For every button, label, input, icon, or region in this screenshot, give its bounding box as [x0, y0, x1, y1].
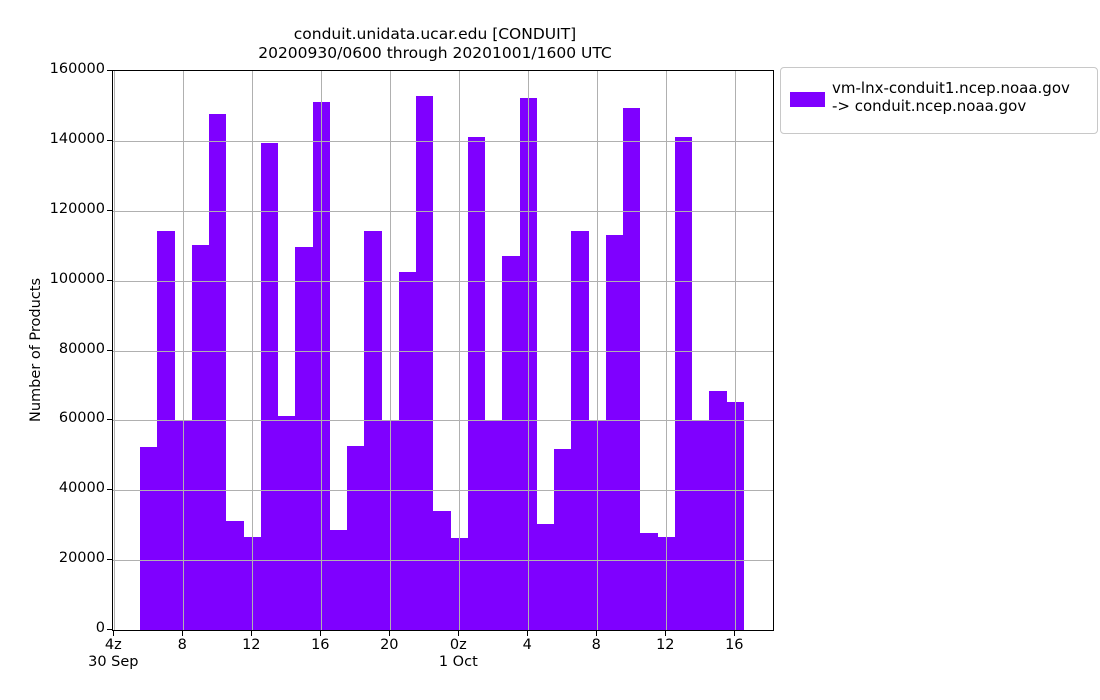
x-tick-label: 12: [656, 637, 675, 653]
y-tick-label: 140000: [49, 130, 105, 147]
bar: [347, 445, 364, 630]
y-tick-label: 60000: [58, 410, 105, 427]
v-gridline: [666, 71, 668, 630]
x-tick-mark: [665, 631, 667, 636]
v-gridline: [528, 71, 530, 630]
bar: [261, 142, 278, 630]
v-gridline: [252, 71, 254, 630]
x-tick-mark: [251, 631, 253, 636]
legend-swatch: [790, 92, 825, 107]
bar: [364, 230, 382, 630]
y-tick-label: 80000: [58, 340, 105, 357]
bar: [623, 107, 640, 630]
bar: [502, 256, 520, 630]
legend: vm-lnx-conduit1.ncep.noaa.gov -> conduit…: [780, 67, 1098, 134]
v-gridline: [114, 71, 116, 630]
y-tick-label: 20000: [58, 550, 105, 567]
h-gridline: [113, 420, 773, 422]
v-gridline: [459, 71, 461, 630]
h-gridline: [113, 210, 773, 212]
bar: [485, 420, 502, 630]
v-gridline: [597, 71, 599, 630]
bar: [157, 230, 175, 630]
y-tick-label: 120000: [49, 200, 105, 217]
bar: [330, 529, 347, 630]
x-tick-label: 12: [242, 637, 261, 653]
x-tick-label: 20: [380, 637, 399, 653]
y-axis-label: Number of Products: [28, 277, 44, 423]
y-tick-label: 40000: [58, 480, 105, 497]
bar: [416, 96, 433, 630]
x-tick-mark: [527, 631, 529, 636]
h-gridline: [113, 490, 773, 492]
y-tick-label: 160000: [49, 61, 105, 77]
h-gridline: [113, 560, 773, 562]
chart-subtitle: 20200930/0600 through 20201001/1600 UTC: [258, 44, 612, 62]
bar: [140, 447, 157, 630]
bar: [399, 271, 416, 630]
bar: [468, 137, 485, 630]
bar: [209, 114, 226, 630]
legend-label-line1: vm-lnx-conduit1.ncep.noaa.gov: [832, 79, 1070, 97]
bar: [571, 231, 589, 630]
bar: [692, 420, 709, 630]
bar: [537, 524, 554, 630]
legend-label-line2: -> conduit.ncep.noaa.gov: [832, 97, 1027, 115]
bar: [606, 235, 623, 630]
x-tick-label: 4: [522, 637, 532, 653]
x-tick-mark: [182, 631, 184, 636]
bar: [640, 533, 658, 630]
h-gridline: [113, 280, 773, 282]
x-tick-mark: [458, 631, 460, 636]
x-date-label: 30 Sep: [88, 654, 139, 670]
x-tick-mark: [734, 631, 736, 636]
y-tick-label: 100000: [49, 270, 105, 287]
x-tick-label: 16: [311, 637, 330, 653]
h-gridline: [113, 350, 773, 352]
x-tick-label: 8: [177, 637, 187, 653]
x-tick-label: 8: [591, 637, 601, 653]
v-gridline: [735, 71, 737, 630]
legend-label: vm-lnx-conduit1.ncep.noaa.gov -> conduit…: [832, 79, 1070, 115]
x-tick-label: 16: [725, 637, 744, 653]
v-gridline: [321, 71, 323, 630]
y-tick-label: 0: [95, 620, 105, 636]
bar: [295, 247, 313, 630]
x-tick-mark: [389, 631, 391, 636]
x-tick-label: 4z: [104, 637, 122, 653]
bar: [278, 415, 295, 630]
h-gridline: [113, 140, 773, 142]
bar: [709, 391, 727, 630]
bar: [675, 137, 692, 630]
x-tick-mark: [113, 631, 115, 636]
v-gridline: [183, 71, 185, 630]
x-date-label: 1 Oct: [438, 654, 478, 670]
x-tick-label: 0z: [449, 637, 467, 653]
v-gridline: [390, 71, 392, 630]
bar: [554, 448, 571, 630]
bar: [192, 245, 209, 630]
bar: [226, 521, 244, 630]
x-tick-mark: [320, 631, 322, 636]
x-tick-mark: [596, 631, 598, 636]
bar: [433, 510, 451, 630]
plot-area: [112, 70, 774, 631]
chart-title: conduit.unidata.ucar.edu [CONDUIT]: [293, 25, 577, 43]
